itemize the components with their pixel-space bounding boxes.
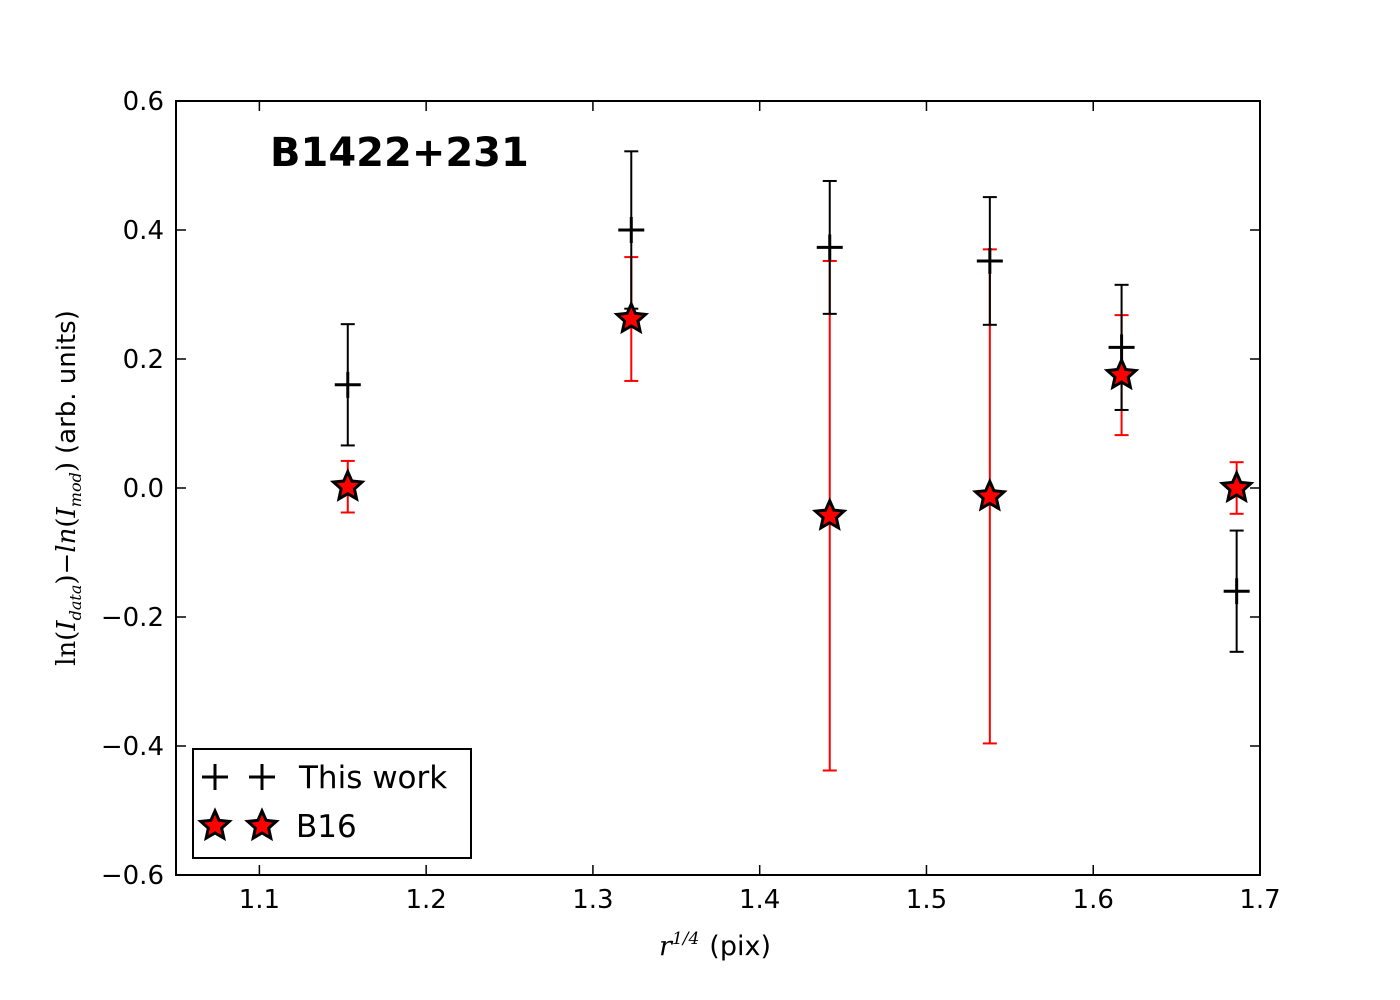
y-axis-label-units: (arb. units) <box>52 310 82 454</box>
x-axis-label: r1/4 (pix) <box>659 929 771 962</box>
point-this-work <box>618 217 645 243</box>
point-b16 <box>1218 469 1255 504</box>
data-markers <box>329 217 1255 605</box>
legend-marker-b16 <box>244 807 280 842</box>
y-axis-label-term2: I <box>52 506 82 518</box>
legend-box <box>192 748 472 859</box>
y-axis-label-ln: ln <box>52 528 82 553</box>
y-axis-label-middle: )− <box>52 553 82 585</box>
y-tick-label: 0.4 <box>123 216 164 246</box>
y-tick-label: 0.2 <box>123 345 164 375</box>
x-tick-label: 1.3 <box>572 885 613 915</box>
y-axis-label: ln(Idata)−ln(Imod)(arb. units) <box>52 310 85 666</box>
legend-marker-this-work <box>202 764 228 790</box>
y-tick-label: −0.4 <box>101 732 164 762</box>
x-axis-label-units: (pix) <box>709 931 771 962</box>
y-axis-label-paren: ( <box>52 517 82 527</box>
x-axis-label-math: r <box>659 931 674 962</box>
point-b16 <box>613 300 650 335</box>
legend-label-this-work: This work <box>298 760 447 796</box>
point-this-work <box>816 234 843 261</box>
legend-marker-b16 <box>197 807 233 842</box>
y-axis-label-sub2: mod <box>66 472 85 507</box>
x-tick-label: 1.4 <box>739 885 780 915</box>
x-tick-label: 1.2 <box>405 885 446 915</box>
point-this-work <box>1108 334 1135 361</box>
point-b16 <box>329 467 366 502</box>
y-axis-label-sub1: data <box>66 585 85 621</box>
x-tick-label: 1.6 <box>1073 885 1114 915</box>
x-tick-label: 1.7 <box>1239 885 1280 915</box>
y-axis-label-suffix: ) <box>52 462 82 472</box>
legend-label-b16: B16 <box>296 809 357 845</box>
point-b16 <box>1103 356 1140 391</box>
point-b16 <box>811 497 848 531</box>
point-this-work <box>1223 578 1250 605</box>
point-this-work <box>334 371 361 398</box>
y-tick-label: 0.0 <box>123 474 164 504</box>
y-tick-label: −0.6 <box>101 861 164 891</box>
point-b16 <box>972 477 1008 512</box>
y-tick-label: 0.6 <box>123 87 164 117</box>
legend: This work B16 <box>192 748 472 859</box>
x-axis-label-sup: 1/4 <box>672 929 699 949</box>
tick-labels: 1.1 1.2 1.3 1.4 1.5 1.6 1.7 −0.6 −0.4 −0.2 0.0 0.2 0… <box>101 87 1281 915</box>
point-this-work <box>976 247 1003 274</box>
y-axis-label-term1: I <box>52 620 82 632</box>
y-tick-label: −0.2 <box>101 603 164 633</box>
plot-frame <box>175 100 1261 876</box>
x-tick-label: 1.1 <box>239 885 280 915</box>
x-tick-label: 1.5 <box>906 885 947 915</box>
y-axis-label-prefix: ln( <box>52 631 82 666</box>
chart-annotation: B1422+231 <box>270 130 529 176</box>
legend-marker-this-work <box>249 764 275 790</box>
